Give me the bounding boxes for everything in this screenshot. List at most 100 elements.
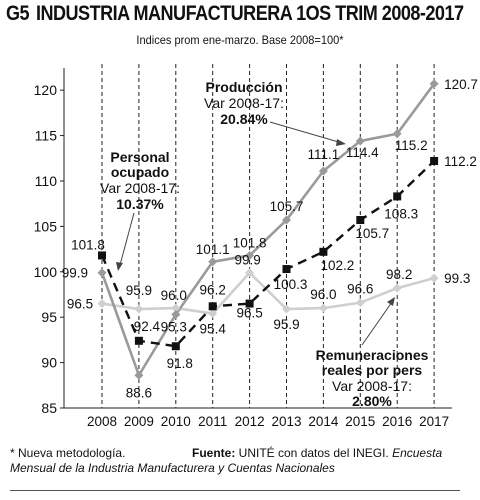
data-label-s1-2014: 102.2 <box>321 258 355 273</box>
series-1-point-2011 <box>208 302 217 311</box>
series-2-point-2013 <box>282 304 291 314</box>
x-tick-label-2015: 2015 <box>345 414 375 429</box>
annotation-remun-name-2: reales por pers <box>322 362 423 378</box>
chart-tag: G5 <box>6 2 30 25</box>
y-tick-label-100: 100 <box>34 264 58 280</box>
y-tick-label-95: 95 <box>41 309 57 325</box>
chart-title: G5 INDUSTRIA MANUFACTURERA 1OS TRIM 2008-… <box>6 2 464 26</box>
data-label-s2-2008: 96.5 <box>67 297 93 312</box>
x-tick-label-2012: 2012 <box>235 414 265 429</box>
series-1-point-2010 <box>171 342 180 351</box>
series-0-point-2011 <box>208 257 218 267</box>
series-line-1 <box>100 160 435 348</box>
data-label-s2-2012: 99.9 <box>234 253 260 268</box>
x-tick-label-2017: 2017 <box>419 414 449 429</box>
data-label-s0-2016: 115.2 <box>395 138 428 153</box>
annotation-personal-name-1: Personal <box>110 149 169 165</box>
annotation-produccion-name: Producción <box>205 79 282 95</box>
y-tick-label-90: 90 <box>41 355 57 371</box>
x-tick-label-2014: 2014 <box>308 414 339 429</box>
series-2-point-2012 <box>245 268 255 278</box>
series-line-0 <box>100 83 436 379</box>
series-2-point-2010 <box>171 303 181 313</box>
series-1-point-2016 <box>393 192 402 201</box>
x-tick-label-2009: 2009 <box>124 414 154 429</box>
series-1-point-2009 <box>134 336 143 345</box>
data-label-s0-2010: 95.3 <box>161 319 187 334</box>
annotation-remun-var-label: Var 2008-17: <box>332 378 412 394</box>
line-chart: 2008 2009 2010 2011 2012 2013 2014 2015 2016 2017… <box>34 64 478 429</box>
series-2-point-2008 <box>97 299 107 309</box>
y-tick-label-115: 115 <box>35 128 58 144</box>
y-tick-label-120: 120 <box>34 82 58 98</box>
data-label-s1-2008: 101.8 <box>71 237 105 252</box>
x-tick-label-2011: 2011 <box>198 414 227 429</box>
source-italic-2: Mensual de la Industria Manufacturera y … <box>10 461 335 475</box>
data-label-s0-2014: 111.1 <box>308 147 340 162</box>
y-tick-label-85: 85 <box>41 400 57 416</box>
data-label-s1-2016: 108.3 <box>384 206 418 221</box>
chart-subtitle: Indices prom ene-marzo. Base 2008=100* <box>136 33 344 47</box>
series-2-point-2014 <box>318 303 328 313</box>
x-tick-label-2016: 2016 <box>382 414 412 429</box>
data-label-s2-2010: 96.0 <box>161 288 187 303</box>
series-0-point-2013 <box>282 215 291 225</box>
annotation-personal-var-label: Var 2008-17: <box>100 180 180 196</box>
y-tick-label-105: 105 <box>34 218 58 234</box>
series-0-point-2008 <box>97 268 107 278</box>
source-label: Fuente: <box>192 446 236 460</box>
data-label-s1-2013: 100.3 <box>274 277 308 292</box>
annotation-personal-name-2: ocupado <box>111 164 169 180</box>
bottom-rule <box>10 490 460 491</box>
series-2-point-2009 <box>134 304 144 314</box>
series-0-point-2010 <box>171 309 181 319</box>
chart-title-text: INDUSTRIA MANUFACTURERA 1OS TRIM 2008-20… <box>35 2 464 25</box>
series-0-point-2015 <box>355 136 365 146</box>
source-italic-1: Encuesta <box>392 446 443 460</box>
chart-source: * Nueva metodología. Fuente: UNITÉ con da… <box>10 446 465 476</box>
data-label-s1-2010: 91.8 <box>167 356 193 371</box>
series-1-point-2015 <box>356 216 365 225</box>
annotation-produccion-arrowhead <box>336 139 346 146</box>
annotation-personal-arrow <box>119 212 135 266</box>
footnote: * Nueva metodología. <box>10 446 126 460</box>
data-label-s0-2017: 120.7 <box>444 77 478 92</box>
data-label-s1-2012: 96.5 <box>236 306 262 321</box>
data-label-s2-2011: 95.4 <box>200 322 227 337</box>
series-line-2 <box>101 270 435 315</box>
series-0-point-2017 <box>429 79 439 89</box>
data-label-s0-2013: 105.7 <box>270 199 304 214</box>
annotation-produccion-var-label: Var 2008-17: <box>204 95 284 111</box>
series-1-point-2013 <box>282 265 291 274</box>
series-0-point-2009 <box>134 370 144 380</box>
series-1-point-2014 <box>319 247 328 256</box>
series-2-point-2011 <box>208 309 218 319</box>
annotation-produccion-arrow <box>269 121 343 144</box>
annotation-remun-arrow <box>361 301 393 346</box>
data-label-s0-2012: 101.8 <box>233 235 267 250</box>
source-text: UNITÉ con datos del INEGI. <box>235 446 393 460</box>
annotation-produccion-var-value: 20.84% <box>220 111 268 127</box>
series-0-point-2014 <box>318 166 328 176</box>
data-label-s1-2011: 96.2 <box>200 282 226 297</box>
series-0-point-2012 <box>245 250 255 260</box>
series-0-point-2016 <box>392 129 402 139</box>
series-2-point-2015 <box>355 298 365 308</box>
data-label-s1-2017: 112.2 <box>444 154 477 169</box>
data-label-s0-2015: 114.4 <box>346 145 379 160</box>
annotation-personal-var-value: 10.37% <box>116 196 164 212</box>
data-label-s0-2009: 88.6 <box>126 385 152 400</box>
series-1-point-2012 <box>245 299 254 308</box>
annotation-remun-arrowhead <box>387 297 395 306</box>
data-label-s2-2016: 98.2 <box>386 267 412 282</box>
series-2-point-2017 <box>429 273 439 283</box>
data-label-s1-2015: 105.7 <box>355 226 389 241</box>
annotation-remun-name-1: Remuneraciones <box>316 347 429 363</box>
x-tick-label-2013: 2013 <box>271 414 301 429</box>
data-label-s1-2009: 92.4 <box>134 319 161 334</box>
annotation-personal-arrowhead <box>116 262 123 271</box>
data-label-s2-2009: 95.9 <box>126 283 152 298</box>
y-tick-label-110: 110 <box>35 173 58 189</box>
x-tick-label-2010: 2010 <box>161 414 191 429</box>
data-label-s0-2008: 99.9 <box>62 266 88 281</box>
